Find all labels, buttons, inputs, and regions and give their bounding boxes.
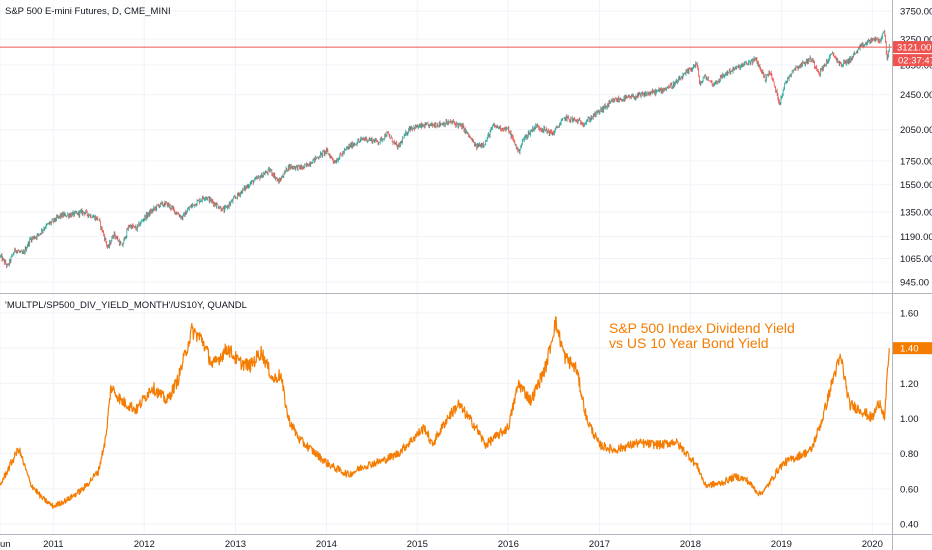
time-axis-tick-label: 2017 [589, 539, 610, 550]
ratio-axis-tick-label: 0.80 [900, 449, 919, 460]
ratio-series [0, 316, 890, 509]
price-series [0, 29, 890, 269]
time-axis-tick-label: 2014 [316, 539, 337, 550]
annotation-line-1[interactable]: S&P 500 Index Dividend Yield [609, 320, 795, 336]
last-price-label: 3121.00 [897, 43, 931, 54]
last-price-badge [893, 41, 932, 54]
time-axis-tick-label: 2020 [862, 539, 883, 550]
price-pane-grid [0, 0, 892, 534]
ratio-axis-tick-label: 1.60 [900, 309, 919, 320]
time-axis-tick-label: 2011 [43, 539, 63, 550]
price-axis-tick-label: 1350.00 [900, 207, 932, 218]
ratio-axis-tick-label: 1.00 [900, 414, 919, 425]
time-axis-tick-label: un [0, 539, 11, 550]
price-axis-tick-label: 2450.00 [900, 90, 932, 101]
price-axis-tick-label: 1750.00 [900, 156, 932, 167]
ratio-axis-tick-label: 1.20 [900, 379, 919, 390]
price-axis-tick-label: 1190.00 [900, 232, 932, 243]
annotation-line-2[interactable]: vs US 10 Year Bond Yield [609, 335, 769, 351]
countdown-badge [893, 54, 932, 67]
ratio-axis-tick-label: 0.40 [900, 520, 919, 531]
price-axis-ticks[interactable]: 3750.003250.002850.002450.002050.001750.… [900, 7, 932, 289]
price-axis-tick-label: 2050.00 [900, 125, 932, 136]
ratio-pane-grid [0, 312, 892, 525]
time-axis-tick-label: 2013 [225, 539, 246, 550]
price-axis-tick-label: 3750.00 [900, 7, 932, 18]
time-axis-tick-label: 2018 [680, 539, 701, 550]
ratio-last-value-badge [893, 342, 932, 355]
countdown-label: 02:37:47 [898, 56, 932, 67]
price-axis-tick-label: 945.00 [900, 278, 929, 289]
time-axis-tick-label: 2019 [771, 539, 792, 550]
ratio-last-value-label: 1.40 [900, 344, 919, 355]
ratio-pane-title: 'MULTPL/SP500_DIV_YIELD_MONTH'/US10Y, QU… [5, 300, 247, 311]
ratio-series-line [0, 316, 890, 509]
time-axis-tick-label: 2012 [134, 539, 155, 550]
price-pane-title: S&P 500 E-mini Futures, D, CME_MINI [5, 6, 171, 17]
price-axis-tick-label: 1550.00 [900, 180, 932, 191]
time-axis-ticks[interactable]: un 2011 2012 2013 2014 2015 2016 2017 2018 2019 20… [0, 539, 883, 550]
ratio-axis-tick-label: 0.60 [900, 484, 919, 495]
price-axis-tick-label: 1065.00 [900, 254, 932, 265]
time-axis-tick-label: 2015 [407, 539, 428, 550]
price-axis-tick-label: 3250.00 [900, 35, 932, 46]
time-axis-tick-label: 2016 [498, 539, 519, 550]
